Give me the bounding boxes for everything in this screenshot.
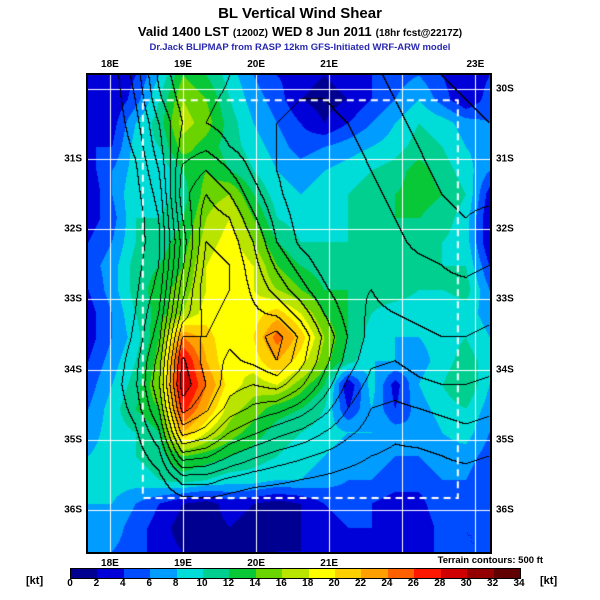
colorbar-tick: 20 — [328, 578, 340, 589]
lon-tick-top: 23E — [466, 59, 485, 70]
colorbar-tick: 14 — [249, 578, 261, 589]
colorbar-cell — [467, 569, 494, 578]
wind-shear-map-canvas — [88, 75, 490, 552]
colorbar-cell — [150, 569, 177, 578]
lon-tick-top: 18E — [101, 59, 119, 70]
colorbar-tick: 18 — [302, 578, 314, 589]
colorbar-cell — [123, 569, 151, 578]
lat-tick-left: 34S — [64, 364, 82, 376]
lat-tick-left: 31S — [64, 153, 82, 165]
colorbar-tick: 8 — [172, 578, 179, 589]
lat-tick-left: 36S — [64, 504, 82, 516]
valid-time-line: Valid 1400 LST (1200Z) WED 8 Jun 2011 (18hr… — [0, 24, 600, 39]
lon-tick-top: 20E — [247, 59, 265, 70]
colorbar-cell — [308, 569, 336, 578]
colorbar-cell — [203, 569, 230, 578]
lat-tick-right: 30S — [496, 83, 514, 95]
colorbar-cell — [71, 569, 98, 578]
valid-date: WED 8 Jun 2011 — [271, 24, 372, 39]
colorbar-cell — [97, 569, 124, 578]
lat-tick-right: 35S — [496, 434, 514, 446]
lat-tick-left: 32S — [64, 223, 82, 235]
lon-tick-bottom: 21E — [320, 558, 339, 569]
colorbar-cell — [440, 569, 468, 578]
lon-tick-bottom: 20E — [247, 558, 265, 569]
colorbar-tick-labels: 0 2 4 6 8 10 12 14 16 18 20 22 24 26 28 30 32 34 — [67, 578, 524, 591]
colorbar-tick: 4 — [120, 578, 126, 589]
colorbar-unit-right: [kt] — [540, 575, 558, 587]
lon-tick-bottom: 19E — [174, 558, 192, 569]
colorbar-tick: 22 — [354, 578, 367, 589]
colorbar-cell — [229, 569, 256, 578]
lat-tick-right: 32S — [496, 223, 514, 235]
colorbar-cell — [282, 569, 309, 578]
colorbar-tick: 2 — [93, 578, 100, 589]
colorbar-cell — [493, 569, 520, 578]
colorbar — [70, 568, 521, 579]
model-attribution: Dr.Jack BLIPMAP from RASP 12km GFS-Initi… — [149, 42, 451, 53]
lon-tick-top: 21E — [320, 59, 339, 70]
map-plot-area: 18E 19E 20E 21E 23E 18E 19E 20E 21E 31S 32S 33S 34S 3… — [64, 59, 514, 569]
terrain-contours-note: Terrain contours: 500 ft — [437, 555, 543, 566]
lat-tick-right: 34S — [496, 364, 514, 376]
colorbar-tick: 0 — [67, 578, 73, 589]
colorbar-tick: 6 — [146, 578, 153, 589]
lon-tick-top: 19E — [174, 59, 192, 70]
lat-tick-left: 35S — [64, 434, 82, 446]
colorbar-tick: 24 — [381, 578, 393, 589]
colorbar-tick: 32 — [487, 578, 499, 589]
colorbar-tick: 10 — [196, 578, 208, 589]
colorbar-tick: 30 — [460, 578, 472, 589]
lat-tick-right: 36S — [496, 504, 514, 516]
lon-tick-bottom: 18E — [101, 558, 119, 569]
valid-time-prefix: Valid 1400 LST — [137, 24, 229, 39]
colorbar-tick: 12 — [222, 578, 235, 589]
colorbar-cell — [335, 569, 362, 578]
lat-tick-left: 33S — [64, 293, 82, 305]
lat-tick-right: 31S — [496, 153, 514, 165]
colorbar-tick: 16 — [275, 578, 287, 589]
colorbar-cell — [387, 569, 415, 578]
colorbar-cell — [414, 569, 441, 578]
valid-zulu-time: (1200Z) — [232, 28, 268, 39]
colorbar-cell — [255, 569, 283, 578]
colorbar-cell — [361, 569, 388, 578]
colorbar-unit-left: [kt] — [26, 575, 44, 587]
page-title: BL Vertical Wind Shear — [218, 5, 382, 22]
forecast-info: (18hr fcst@2217Z) — [375, 28, 463, 39]
lat-tick-right: 33S — [496, 293, 514, 305]
colorbar-tick: 26 — [407, 578, 419, 589]
colorbar-tick: 34 — [513, 578, 525, 589]
colorbar-cell — [176, 569, 204, 578]
colorbar-tick: 28 — [434, 578, 446, 589]
